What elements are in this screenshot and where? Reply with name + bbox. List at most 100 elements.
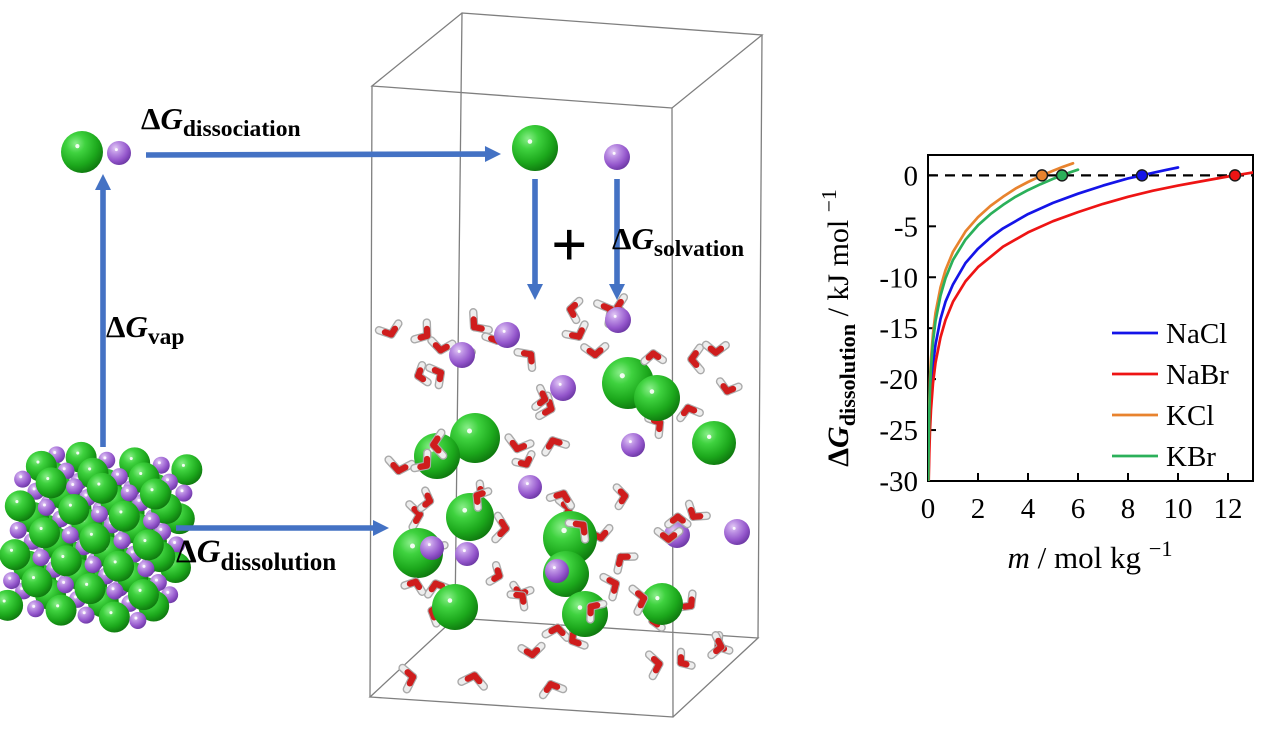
ion-pair-cation: [107, 141, 131, 165]
water-molecule: [580, 341, 610, 360]
cation-sphere: [449, 342, 475, 368]
crystal-anion-sphere: [58, 494, 90, 526]
oxygen-stick: [656, 419, 664, 433]
oxygen-stick: [715, 637, 725, 650]
label-subscript: vap: [147, 324, 185, 351]
specular-highlight: [558, 382, 562, 386]
water-molecule: [613, 552, 639, 575]
specular-highlight: [139, 471, 143, 476]
crystal-anion-sphere: [29, 517, 61, 549]
oxygen-stick: [417, 332, 431, 341]
gibbs-symbol: G: [125, 309, 148, 344]
crystal-anion-sphere: [127, 579, 159, 611]
chart-x-axis-title: m / mol kg −1: [930, 537, 1250, 575]
specular-highlight: [66, 531, 70, 535]
specular-highlight: [655, 596, 660, 601]
specular-highlight: [115, 472, 119, 476]
specular-highlight: [88, 467, 92, 471]
dissociation-arrow: [145, 146, 501, 163]
water-molecules-front: [400, 340, 743, 700]
gibbs-symbol: G: [196, 534, 221, 570]
cation-sphere: [605, 307, 631, 333]
specular-highlight: [613, 314, 617, 318]
oxygen-stick: [498, 518, 509, 532]
label-dG-vap: ΔGvap: [106, 309, 184, 349]
x-tick-label: 6: [1071, 493, 1086, 525]
specular-highlight: [9, 548, 14, 552]
cation-sphere: [724, 519, 750, 545]
specular-highlight: [612, 151, 616, 155]
dissociated-anion: [512, 125, 558, 171]
specular-highlight: [619, 373, 625, 379]
x-tick-label: 0: [921, 493, 936, 525]
crystal-lattice: [0, 441, 203, 633]
arrow-head: [95, 174, 111, 190]
specular-highlight: [706, 434, 712, 440]
water-molecule: [469, 308, 493, 335]
box-top-face: [370, 12, 764, 109]
arrow-head: [609, 284, 625, 300]
water-molecule: [425, 363, 446, 390]
crystal-anion-sphere: [139, 478, 171, 510]
water-molecule: [653, 526, 684, 544]
oxygen-stick: [471, 324, 485, 332]
x-tick-label: 12: [1214, 493, 1243, 525]
specular-highlight: [82, 611, 86, 615]
specular-highlight: [103, 456, 107, 460]
water-molecules-back: [374, 293, 734, 694]
specular-highlight: [74, 595, 78, 599]
specular-highlight: [56, 604, 60, 608]
crystal-anion-sphere: [0, 539, 31, 571]
oxygen-stick: [680, 404, 692, 417]
xlabel-units: / mol kg: [1029, 540, 1149, 575]
water-molecule: [384, 455, 416, 476]
specular-highlight: [410, 543, 415, 549]
dissolution-arrow: [176, 520, 389, 536]
specular-highlight: [427, 543, 431, 547]
specular-highlight: [62, 467, 66, 471]
specular-highlight: [97, 482, 101, 486]
vaporization-arrow: [95, 174, 111, 447]
cation-sphere: [494, 322, 520, 348]
specular-highlight: [130, 550, 134, 554]
specular-highlight: [61, 554, 65, 559]
water-molecule: [427, 336, 457, 355]
water-molecule: [644, 650, 664, 681]
anion-sphere: [562, 591, 608, 637]
specular-highlight: [42, 503, 46, 507]
water-molecule: [538, 680, 568, 700]
specular-highlight: [447, 598, 453, 603]
oxygen-stick: [509, 439, 521, 453]
cation-sphere: [550, 375, 576, 401]
delta-symbol: Δ: [176, 534, 197, 570]
oxygen-stick: [546, 398, 555, 413]
oxygen-stick: [473, 492, 481, 505]
water-molecule: [707, 631, 726, 660]
oxygen-stick: [677, 659, 690, 668]
crystal-cation-sphere: [113, 532, 131, 550]
anion-sphere: [432, 584, 478, 630]
oxygen-stick: [545, 437, 556, 450]
specular-highlight: [71, 482, 75, 486]
legend-label-NaBr: NaBr: [1166, 359, 1229, 391]
arrow-shaft: [145, 151, 486, 158]
specular-highlight: [109, 611, 113, 615]
specular-highlight: [19, 475, 23, 479]
water-molecule: [429, 428, 448, 460]
oxygen-stick: [464, 672, 478, 682]
gibbs-symbol: G: [160, 101, 183, 136]
crystal-cation-sphere: [137, 560, 155, 578]
water-molecule: [491, 511, 510, 544]
crystal-cation-sphere: [3, 572, 21, 590]
specular-highlight: [525, 482, 529, 486]
crystal-cation-sphere: [37, 498, 55, 516]
crystal-anion-sphere: [132, 529, 164, 561]
label-subscript: dissociation: [182, 116, 301, 143]
arrow-head: [373, 520, 389, 536]
oxygen-stick: [536, 396, 549, 407]
y-tick-label: -20: [879, 364, 918, 396]
ylabel-exponent: −1: [817, 189, 842, 213]
specular-highlight: [157, 461, 161, 465]
oxygen-stick: [437, 343, 450, 354]
